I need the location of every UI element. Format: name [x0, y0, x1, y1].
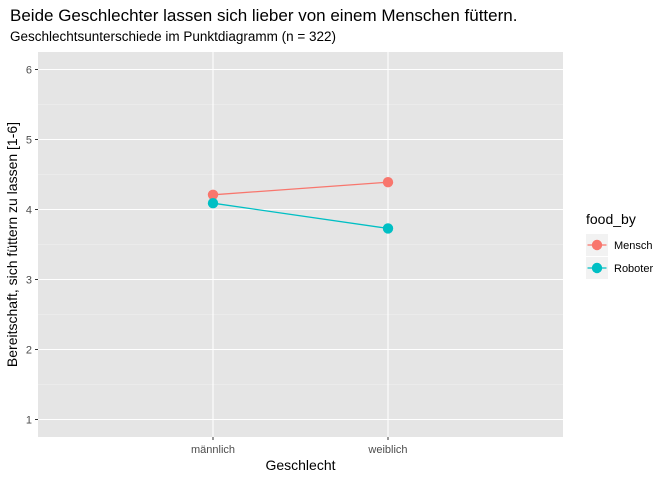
y-tick-label: 1: [26, 415, 32, 427]
data-point-roboter: [382, 223, 394, 234]
chart-subtitle: Geschlechtsunterschiede im Punktdiagramm…: [10, 29, 337, 44]
series-line-roboter: [212, 202, 389, 230]
chart-title: Beide Geschlechter lassen sich lieber vo…: [10, 6, 518, 25]
minor-gridlines: [38, 104, 563, 385]
y-tick-label: 5: [26, 135, 32, 147]
y-axis-title: Bereitschaft, sich füttern zu lassen [1-…: [4, 122, 20, 367]
series-line-mensch: [212, 181, 389, 196]
x-tick-label: männlich: [191, 444, 235, 456]
y-tick-label: 3: [26, 275, 32, 287]
data-point-mensch: [207, 189, 219, 200]
y-tick-label: 4: [26, 205, 32, 217]
legend-label-roboter: Roboter: [614, 263, 653, 275]
x-axis-ticks: männlich weiblich: [191, 437, 408, 456]
data-point-mensch: [382, 177, 394, 188]
x-axis-title: Geschlecht: [265, 457, 335, 473]
x-tick-label: weiblich: [367, 444, 407, 456]
series-points: [207, 177, 394, 234]
y-axis-ticks: 1 2 3 4 5 6: [26, 65, 38, 427]
legend-label-mensch: Mensch: [614, 240, 653, 252]
y-tick-label: 6: [26, 65, 32, 77]
major-gridlines: [38, 52, 563, 437]
legend-title: food_by: [586, 211, 636, 227]
legend-key-point: [591, 239, 603, 251]
series-lines: [212, 181, 389, 230]
y-tick-label: 2: [26, 345, 32, 357]
legend: food_by Mensch Roboter: [586, 211, 653, 279]
data-point-roboter: [207, 198, 219, 209]
legend-key-point: [591, 262, 603, 274]
